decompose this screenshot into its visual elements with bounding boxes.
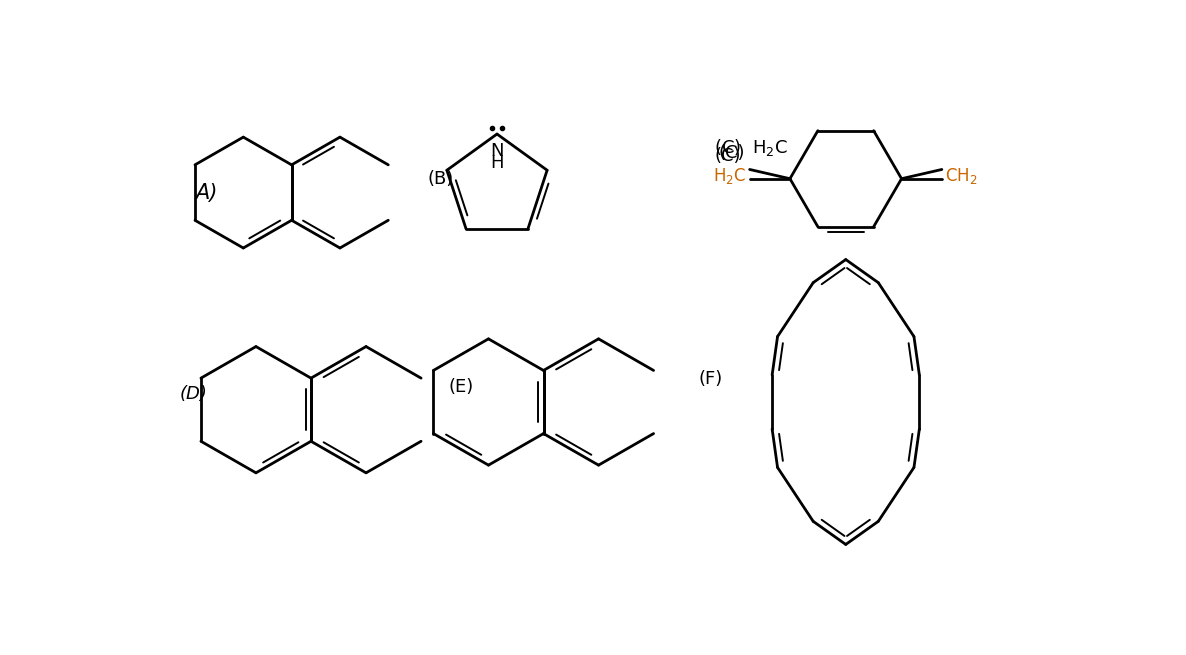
Text: (F): (F) <box>699 370 722 388</box>
Text: H$_2$C: H$_2$C <box>713 166 746 185</box>
Text: A): A) <box>195 183 217 202</box>
Text: (B): (B) <box>427 170 453 188</box>
Text: (D): (D) <box>179 385 208 403</box>
Text: (C)  H$_2$C: (C) H$_2$C <box>714 138 788 159</box>
Text: (C): (C) <box>714 147 740 164</box>
Text: (E): (E) <box>449 377 474 396</box>
Text: N: N <box>490 141 504 160</box>
Text: (C): (C) <box>719 143 745 162</box>
Text: H: H <box>490 154 504 172</box>
Text: CH$_2$: CH$_2$ <box>945 166 977 185</box>
